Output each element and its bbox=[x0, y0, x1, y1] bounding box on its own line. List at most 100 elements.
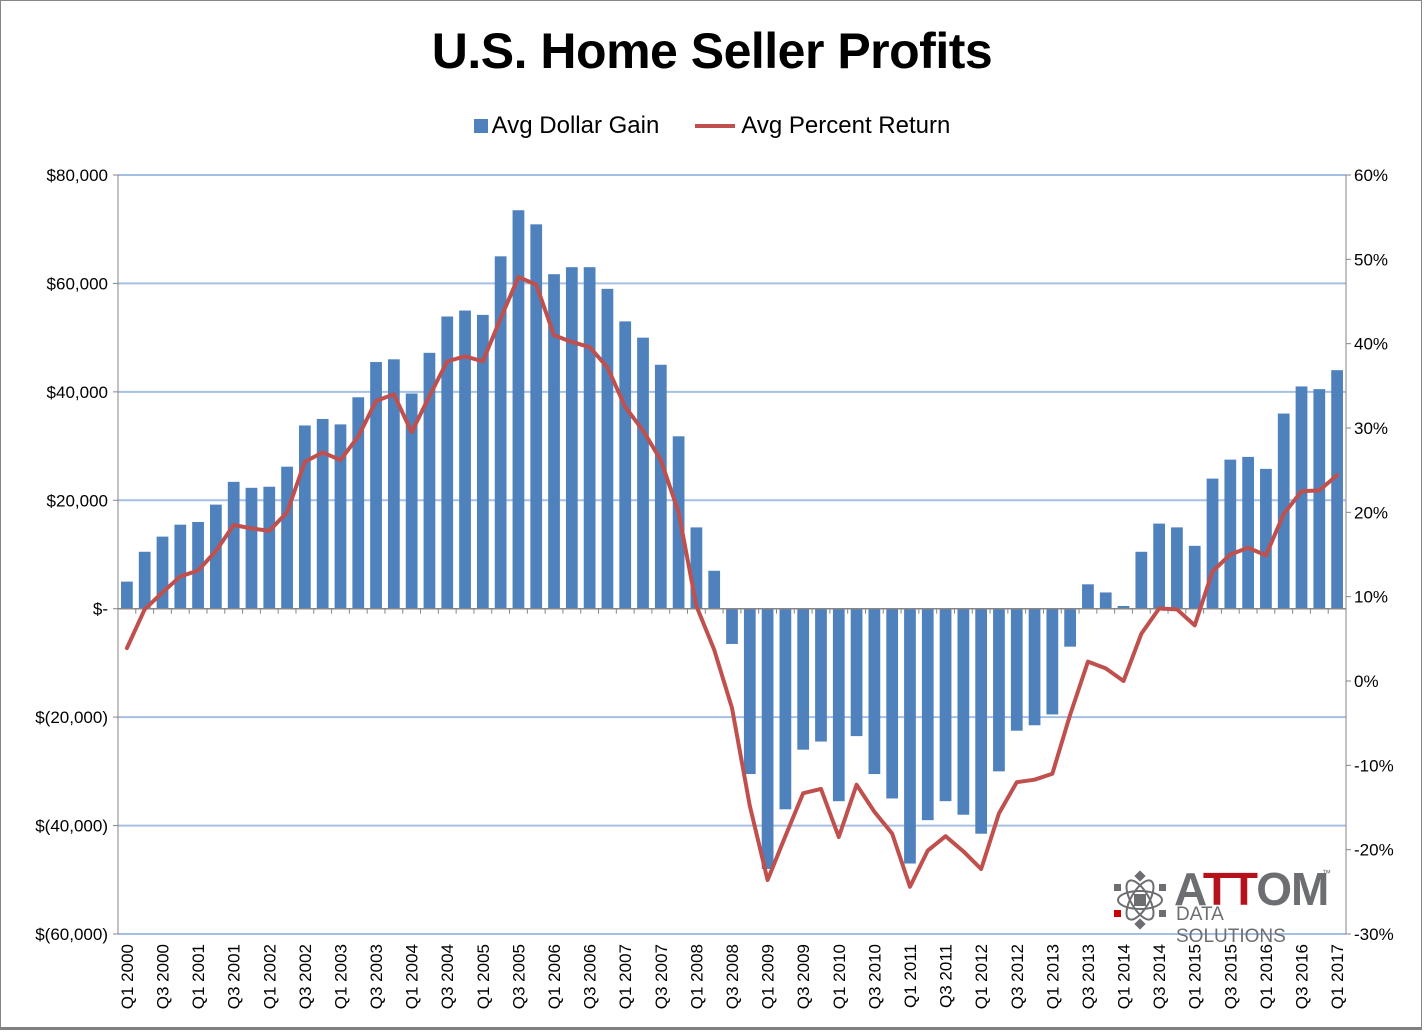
y-right-tick-label: 50% bbox=[1354, 250, 1388, 269]
logo-subtitle: DATA SOLUTIONS bbox=[1176, 904, 1286, 947]
bar bbox=[1028, 608, 1041, 726]
y-left-tick-label: $40,000 bbox=[47, 383, 108, 402]
x-tick-label: Q1 2016 bbox=[1257, 944, 1276, 1009]
x-tick-label: Q3 2008 bbox=[723, 944, 742, 1009]
x-tick-label: Q1 2013 bbox=[1043, 944, 1062, 1009]
bar bbox=[530, 224, 543, 609]
logo-om: OM bbox=[1256, 863, 1329, 915]
y-right-tick-label: 0% bbox=[1354, 672, 1379, 691]
bar bbox=[832, 608, 845, 802]
bar bbox=[121, 581, 133, 609]
y-right-tick-label: -10% bbox=[1354, 756, 1394, 775]
legend-line-swatch bbox=[695, 124, 736, 128]
x-tick-label: Q1 2008 bbox=[687, 944, 706, 1009]
bar bbox=[1313, 389, 1326, 609]
bar bbox=[1064, 608, 1077, 647]
attom-logo: ATTOM ™ DATA SOLUTIONS bbox=[1112, 863, 1332, 947]
bar bbox=[352, 397, 365, 609]
bar bbox=[637, 337, 649, 609]
logo-a: A bbox=[1174, 863, 1204, 915]
bar bbox=[387, 359, 400, 609]
x-tick-label: Q3 2001 bbox=[225, 944, 244, 1009]
legend-label-percent-return: Avg Percent Return bbox=[741, 112, 951, 139]
attom-logo-wordmark: ATTOM bbox=[1174, 862, 1329, 916]
legend-label-dollar-gain: Avg Dollar Gain bbox=[491, 112, 660, 139]
bar bbox=[779, 608, 792, 810]
bar bbox=[601, 288, 614, 609]
bar bbox=[975, 608, 988, 834]
bar bbox=[281, 466, 293, 609]
x-tick-label: Q3 2006 bbox=[581, 944, 600, 1009]
bar bbox=[1082, 584, 1094, 609]
bar bbox=[1099, 592, 1112, 609]
bar bbox=[1260, 468, 1272, 609]
bar bbox=[156, 536, 169, 609]
bar bbox=[1117, 606, 1130, 609]
x-tick-label: Q3 2003 bbox=[367, 944, 386, 1009]
y-right-tick-label: 60% bbox=[1354, 166, 1388, 185]
attom-logo-icon bbox=[1114, 870, 1166, 930]
bar bbox=[583, 267, 596, 609]
x-tick-label: Q3 2009 bbox=[794, 944, 813, 1009]
legend: Avg Dollar Gain Avg Percent Return bbox=[0, 112, 1424, 140]
legend-item-percent-return: Avg Percent Return bbox=[695, 112, 950, 140]
x-tick-label: Q3 2014 bbox=[1150, 944, 1169, 1009]
y-left-tick-label: $60,000 bbox=[47, 274, 108, 293]
bar bbox=[1188, 545, 1201, 609]
x-tick-label: Q3 2013 bbox=[1079, 944, 1098, 1009]
bar bbox=[1331, 370, 1343, 609]
bar bbox=[1010, 608, 1023, 731]
y-right-tick-label: 10% bbox=[1354, 588, 1388, 607]
bar bbox=[316, 418, 329, 609]
bar bbox=[1242, 456, 1254, 609]
y-left-tick-label: $(20,000) bbox=[35, 708, 108, 727]
bar bbox=[726, 608, 738, 644]
legend-item-dollar-gain: Avg Dollar Gain bbox=[473, 112, 660, 140]
bar bbox=[459, 310, 471, 609]
x-tick-label: Q3 2002 bbox=[296, 944, 315, 1009]
bar bbox=[441, 316, 454, 609]
x-tick-label: Q1 2001 bbox=[189, 944, 208, 1009]
x-tick-label: Q3 2010 bbox=[865, 944, 884, 1009]
y-left-tick-label: $20,000 bbox=[47, 491, 108, 510]
x-tick-label: Q1 2015 bbox=[1186, 944, 1205, 1009]
y-left-tick-label: $(40,000) bbox=[35, 817, 108, 836]
x-tick-label: Q3 2005 bbox=[509, 944, 528, 1009]
bar bbox=[476, 314, 489, 609]
bar bbox=[370, 362, 382, 609]
y-right-tick-label: -20% bbox=[1354, 841, 1394, 860]
bar bbox=[761, 608, 774, 869]
bar bbox=[868, 608, 881, 775]
bar bbox=[904, 608, 916, 864]
x-tick-label: Q1 2010 bbox=[830, 944, 849, 1009]
y-right-tick-label: 20% bbox=[1354, 503, 1388, 522]
x-tick-label: Q1 2007 bbox=[616, 944, 635, 1009]
y-right-tick-label: 40% bbox=[1354, 335, 1388, 354]
bar bbox=[192, 521, 204, 609]
x-tick-label: Q3 2012 bbox=[1008, 944, 1027, 1009]
x-tick-label: Q1 2011 bbox=[901, 944, 920, 1008]
x-tick-label: Q1 2000 bbox=[118, 944, 137, 1009]
bar bbox=[619, 321, 632, 609]
bar bbox=[815, 608, 827, 742]
logo-tt: TT bbox=[1202, 863, 1257, 915]
x-tick-label: Q3 2011 bbox=[937, 944, 956, 1008]
bar bbox=[850, 608, 863, 737]
bar bbox=[1295, 386, 1308, 609]
y-left-tick-label: $- bbox=[93, 600, 108, 619]
x-tick-label: Q1 2017 bbox=[1328, 944, 1347, 1009]
bar bbox=[494, 256, 507, 609]
x-tick-label: Q3 2016 bbox=[1293, 944, 1312, 1009]
x-tick-label: Q1 2004 bbox=[403, 944, 422, 1009]
x-tick-label: Q1 2009 bbox=[759, 944, 778, 1009]
bar bbox=[690, 527, 703, 609]
bar bbox=[1171, 527, 1183, 609]
bar bbox=[263, 486, 276, 609]
x-tick-label: Q1 2003 bbox=[331, 944, 350, 1009]
bar bbox=[886, 608, 899, 799]
bar bbox=[1153, 523, 1166, 609]
bar bbox=[1206, 478, 1219, 609]
x-tick-label: Q3 2004 bbox=[438, 944, 457, 1009]
x-tick-label: Q1 2005 bbox=[474, 944, 493, 1009]
